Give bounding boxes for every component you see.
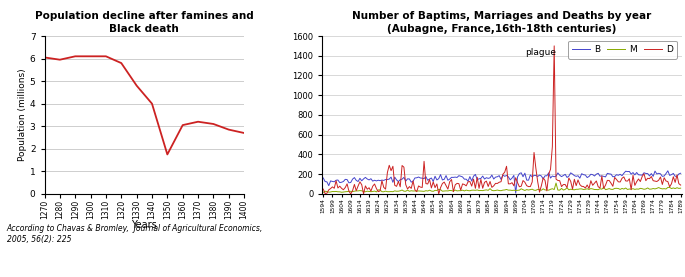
M xyxy=(319,191,327,194)
M xyxy=(559,188,567,192)
Line: B: B xyxy=(323,171,681,193)
B xyxy=(664,169,672,173)
Legend: B, M, D: B, M, D xyxy=(568,40,677,58)
D xyxy=(561,183,569,186)
M xyxy=(552,181,560,185)
Line: M: M xyxy=(323,183,681,192)
B xyxy=(512,191,520,195)
M xyxy=(656,187,664,190)
B xyxy=(627,173,635,176)
B xyxy=(559,174,567,177)
D xyxy=(658,183,667,186)
Text: According to Chavas & Bromley,  Journal of Agricultural Economics,
2005, 56(2): : According to Chavas & Bromley, Journal o… xyxy=(7,224,263,244)
X-axis label: Years: Years xyxy=(132,220,157,230)
B xyxy=(334,178,342,182)
Title: Number of Baptims, Marriages and Deaths by year
(Aubagne, France,16th-18th centu: Number of Baptims, Marriages and Deaths … xyxy=(352,11,651,34)
B xyxy=(418,176,426,180)
Line: D: D xyxy=(323,46,681,194)
M xyxy=(519,188,527,191)
D xyxy=(521,181,529,184)
D xyxy=(334,186,342,190)
M xyxy=(334,190,342,193)
B xyxy=(521,171,529,175)
M xyxy=(627,188,635,191)
D xyxy=(347,192,355,196)
B xyxy=(319,176,327,179)
M xyxy=(677,186,685,190)
B xyxy=(656,172,664,175)
Text: plague: plague xyxy=(525,48,556,57)
D xyxy=(319,188,327,191)
B xyxy=(677,171,685,175)
Y-axis label: Population (millions): Population (millions) xyxy=(18,69,27,161)
Title: Population decline after famines and
Black death: Population decline after famines and Bla… xyxy=(35,11,253,34)
D xyxy=(550,44,558,48)
D xyxy=(420,160,428,163)
D xyxy=(629,174,637,177)
D xyxy=(677,183,685,187)
M xyxy=(418,189,426,193)
